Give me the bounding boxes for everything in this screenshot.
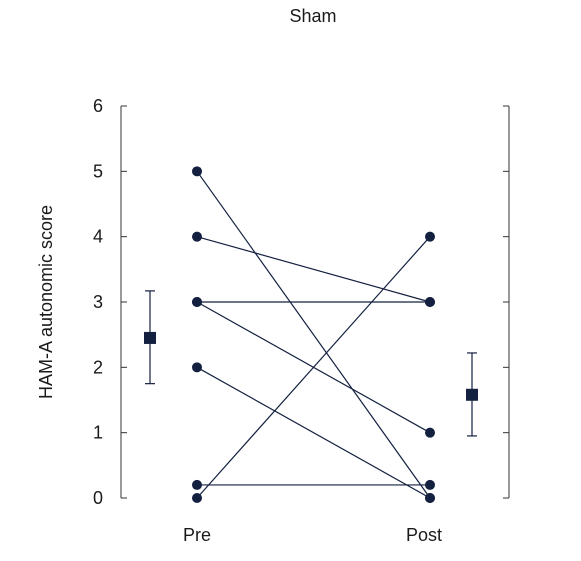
y-tick-label: 2: [93, 357, 103, 377]
left-y-axis: [120, 105, 127, 499]
post-point: [425, 297, 435, 307]
y-axis-label: HAM-A autonomic score: [36, 205, 56, 399]
post-point: [425, 427, 435, 438]
subject-line: [196, 236, 431, 499]
y-tick-label: 3: [93, 292, 103, 312]
post-point: [425, 493, 435, 503]
right-y-axis: [503, 105, 510, 499]
pre-point: [192, 479, 202, 490]
subject-points: [192, 166, 435, 503]
pre-point: [192, 297, 202, 307]
chart-title: Sham: [289, 6, 336, 26]
y-tick-labels: 0 1 2 3 4 5 6: [93, 96, 103, 508]
subject-line: [196, 366, 431, 499]
y-tick-label: 0: [93, 488, 103, 508]
pre-point: [192, 166, 202, 177]
x-category-pre: Pre: [183, 525, 211, 545]
y-tick-label: 1: [93, 423, 103, 443]
post-point: [425, 231, 435, 242]
pre-mean-marker: [144, 331, 156, 344]
y-tick-label: 4: [93, 227, 103, 247]
subject-line: [196, 236, 431, 303]
y-tick-label: 5: [93, 161, 103, 181]
pre-point: [192, 362, 202, 373]
subject-lines: [196, 170, 431, 499]
post-mean-marker: [466, 388, 478, 401]
x-category-post: Post: [406, 525, 442, 545]
summary-markers: [144, 290, 478, 437]
y-tick-label: 6: [93, 96, 103, 116]
pre-point: [192, 231, 202, 242]
pre-point: [192, 493, 202, 503]
subject-line: [196, 170, 431, 499]
post-point: [425, 479, 435, 490]
